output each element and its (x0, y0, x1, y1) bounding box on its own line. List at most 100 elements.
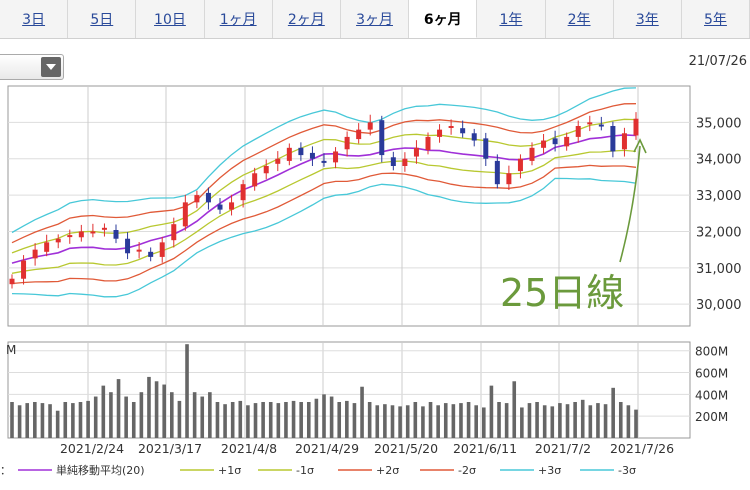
tab-period-9[interactable]: 3年 (614, 0, 682, 38)
candle-body (21, 260, 27, 279)
candle-body (90, 231, 96, 234)
candle-body (67, 235, 73, 238)
tab-period-2[interactable]: 10日 (136, 0, 205, 38)
candle-body (448, 126, 454, 128)
volume-bar (109, 392, 113, 438)
candle-body (552, 138, 558, 145)
candle-body (517, 158, 523, 172)
dropdown-arrow-icon[interactable] (41, 57, 61, 77)
candle-body (541, 140, 547, 148)
tab-period-4[interactable]: 2ヶ月 (273, 0, 341, 38)
candle-body (413, 147, 419, 157)
chart-type-dropdown[interactable] (0, 54, 64, 80)
tab-period-5[interactable]: 3ヶ月 (341, 0, 410, 38)
tab-period-0[interactable]: 3日 (0, 0, 69, 38)
volume-bar (542, 405, 547, 438)
volume-bar (284, 402, 288, 438)
candle-body (425, 136, 431, 150)
volume-bar (208, 392, 212, 438)
volume-bar (299, 402, 303, 438)
volume-bar (215, 402, 220, 438)
candle-body (564, 136, 570, 147)
candle-body (633, 118, 639, 136)
volume-bar (398, 406, 402, 438)
candle-body (356, 129, 362, 140)
tab-period-7[interactable]: 1年 (477, 0, 546, 38)
volume-bar (504, 403, 509, 438)
volume-bar (25, 403, 30, 438)
volume-bar (428, 402, 433, 438)
candle-body (367, 122, 373, 130)
candle-body (194, 195, 200, 203)
volume-bar (55, 410, 60, 438)
volume-bar (405, 405, 410, 438)
candle-body (309, 152, 315, 159)
volume-bar (329, 396, 334, 438)
volume-bar (383, 404, 387, 438)
candle-body (44, 242, 50, 252)
tab-period-6[interactable]: 6ヶ月 (409, 0, 478, 38)
volume-bar (170, 392, 174, 438)
band-minus-3-sigma (11, 177, 637, 298)
price-tick-label: 31,000 (696, 262, 742, 277)
volume-bar (314, 398, 319, 438)
candle-body (55, 238, 61, 243)
volume-bar (588, 405, 593, 438)
volume-tick-label: 200M (695, 410, 728, 424)
legend-label: +2σ (376, 464, 399, 477)
volume-bar (238, 400, 243, 438)
candle-body (125, 238, 131, 254)
volume-bar (618, 402, 623, 438)
candle-body (321, 160, 327, 163)
legend-label: -1σ (296, 464, 314, 477)
volume-bar (375, 405, 380, 438)
x-tick-label: 2021/6/11 (453, 441, 517, 456)
candle-body (217, 204, 223, 210)
legend-label: -2σ (458, 464, 476, 477)
volume-bar (337, 402, 342, 438)
x-tick-label: 2021/4/29 (295, 441, 359, 456)
price-tick-label: 35,000 (696, 116, 742, 131)
candle-body (229, 202, 235, 210)
volume-bar (86, 400, 90, 438)
volume-bar (124, 396, 128, 438)
volume-bar (40, 403, 45, 438)
candle-body (506, 173, 512, 185)
volume-bar (253, 403, 258, 438)
band-plus-2-sigma (11, 103, 637, 244)
volume-bar (550, 406, 555, 438)
volume-bar (291, 400, 296, 438)
band-plus-3-sigma (11, 87, 637, 234)
price-tick-label: 32,000 (696, 225, 742, 240)
volume-bar (93, 396, 98, 438)
volume-bar (261, 402, 265, 438)
candle-body (78, 231, 84, 238)
volume-bar (603, 404, 608, 438)
tab-period-8[interactable]: 2年 (546, 0, 614, 38)
volume-bar (497, 402, 501, 438)
volume-bar (634, 409, 638, 438)
volume-bar (352, 403, 357, 438)
volume-bar (268, 402, 273, 438)
volume-unit-label: M (6, 343, 16, 357)
candle-body (587, 122, 593, 125)
candle-body (390, 157, 396, 166)
x-tick-label: 2021/2/24 (60, 441, 124, 456)
volume-bar (306, 402, 311, 438)
tab-period-1[interactable]: 5日 (68, 0, 137, 38)
tab-period-3[interactable]: 1ヶ月 (205, 0, 273, 38)
annotation-25day-line: 25日線 (500, 271, 625, 315)
volume-bar (33, 402, 37, 438)
annotation-arrowhead (633, 138, 647, 154)
volume-bar (482, 407, 486, 438)
price-tick-label: 33,000 (696, 189, 742, 204)
candle-body (437, 129, 443, 137)
candle-body (182, 202, 188, 227)
legend-label: -3σ (618, 464, 636, 477)
candle-body (263, 166, 269, 174)
candle-body (298, 147, 304, 156)
volume-bar (63, 402, 68, 438)
volume-bar (48, 404, 52, 438)
volume-bar (360, 386, 364, 438)
